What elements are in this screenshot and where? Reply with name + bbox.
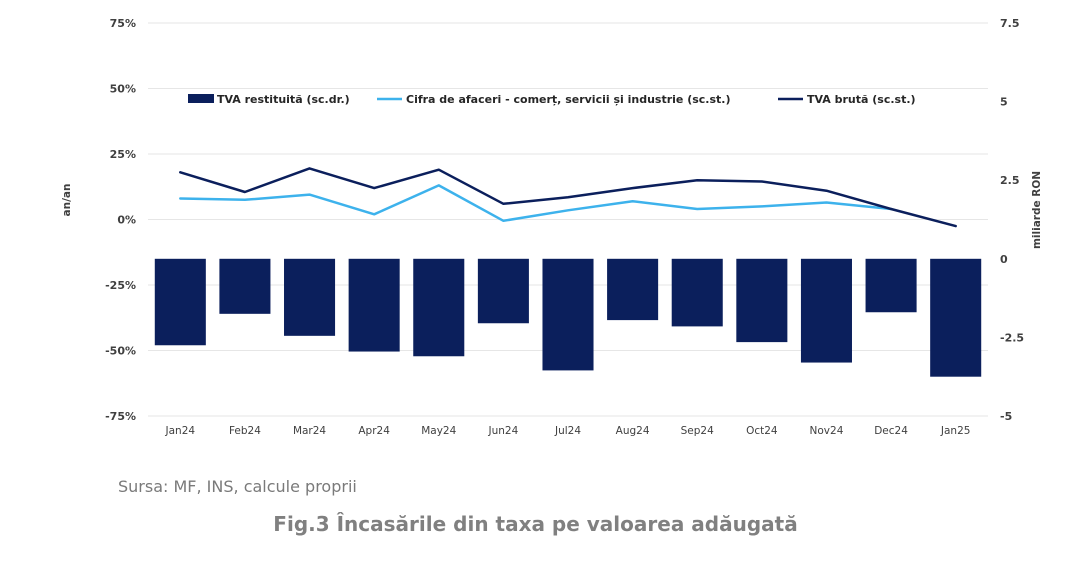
right-tick-label: 5	[1000, 96, 1008, 109]
bar	[800, 258, 852, 363]
x-tick-label: Nov24	[810, 425, 844, 437]
bar	[930, 258, 982, 377]
left-tick-label: 25%	[110, 148, 136, 161]
x-tick-label: Sep24	[681, 425, 714, 437]
left-tick-label: -50%	[105, 345, 136, 358]
x-tick-label: Jan25	[940, 425, 971, 437]
x-axis-categories: Jan24 Feb24 Mar24 Apr24 May24 Jun24 Jul24 Aug24…	[165, 425, 971, 437]
right-tick-label: -2.5	[1000, 331, 1024, 344]
bar	[865, 258, 917, 313]
x-tick-label: Feb24	[229, 425, 261, 437]
left-tick-label: 50%	[110, 83, 136, 96]
x-tick-label: Oct24	[746, 425, 778, 437]
x-tick-label: Aug24	[616, 425, 650, 437]
bar	[671, 258, 723, 327]
left-axis-ticks: 75% 50% 25% 0% -25% -50% -75%	[105, 17, 136, 423]
source-note: Sursa: MF, INS, calcule proprii	[118, 477, 357, 496]
legend-label: TVA brută (sc.st.)	[807, 93, 916, 106]
right-axis-title: miliarde RON	[1031, 171, 1043, 249]
right-axis-ticks: 7.5 5 2.5 0 -2.5 -5	[1000, 17, 1024, 423]
left-axis-title: an/an	[61, 184, 73, 217]
chart-canvas: 75% 50% 25% 0% -25% -50% -75% 7.5 5 2.5 0 -2.5 -5 J…	[61, 17, 1043, 437]
right-tick-label: -5	[1000, 410, 1012, 423]
right-tick-label: 7.5	[1000, 17, 1020, 30]
bar	[413, 258, 465, 357]
bar	[607, 258, 659, 321]
series-line	[179, 167, 957, 228]
bar	[284, 258, 336, 336]
left-tick-label: -25%	[105, 279, 136, 292]
bar	[477, 258, 529, 324]
bar	[542, 258, 594, 371]
figure-title: Fig.3 Încasările din taxa pe valoarea ad…	[273, 512, 798, 536]
line-series-group	[179, 167, 957, 228]
x-tick-label: Jul24	[554, 425, 581, 437]
legend-swatch	[188, 94, 214, 103]
left-tick-label: 75%	[110, 17, 136, 30]
legend-label: Cifra de afaceri - comerț, servicii și i…	[406, 93, 731, 106]
legend: TVA restituită (sc.dr.) Cifra de afaceri …	[188, 93, 916, 106]
x-tick-label: Jun24	[487, 425, 518, 437]
x-tick-label: Dec24	[874, 425, 908, 437]
x-tick-label: May24	[421, 425, 456, 437]
x-tick-label: Mar24	[293, 425, 326, 437]
x-tick-label: Apr24	[358, 425, 390, 437]
series-line	[179, 184, 893, 223]
bar	[736, 258, 788, 343]
legend-label: TVA restituită (sc.dr.)	[217, 93, 350, 106]
bar	[219, 258, 271, 314]
bar	[348, 258, 400, 352]
x-tick-label: Jan24	[165, 425, 196, 437]
bar-series-tva-restituita	[154, 258, 982, 377]
left-tick-label: -75%	[105, 410, 136, 423]
left-tick-label: 0%	[117, 214, 136, 227]
right-tick-label: 2.5	[1000, 174, 1020, 187]
right-tick-label: 0	[1000, 253, 1008, 266]
bar	[154, 258, 206, 346]
